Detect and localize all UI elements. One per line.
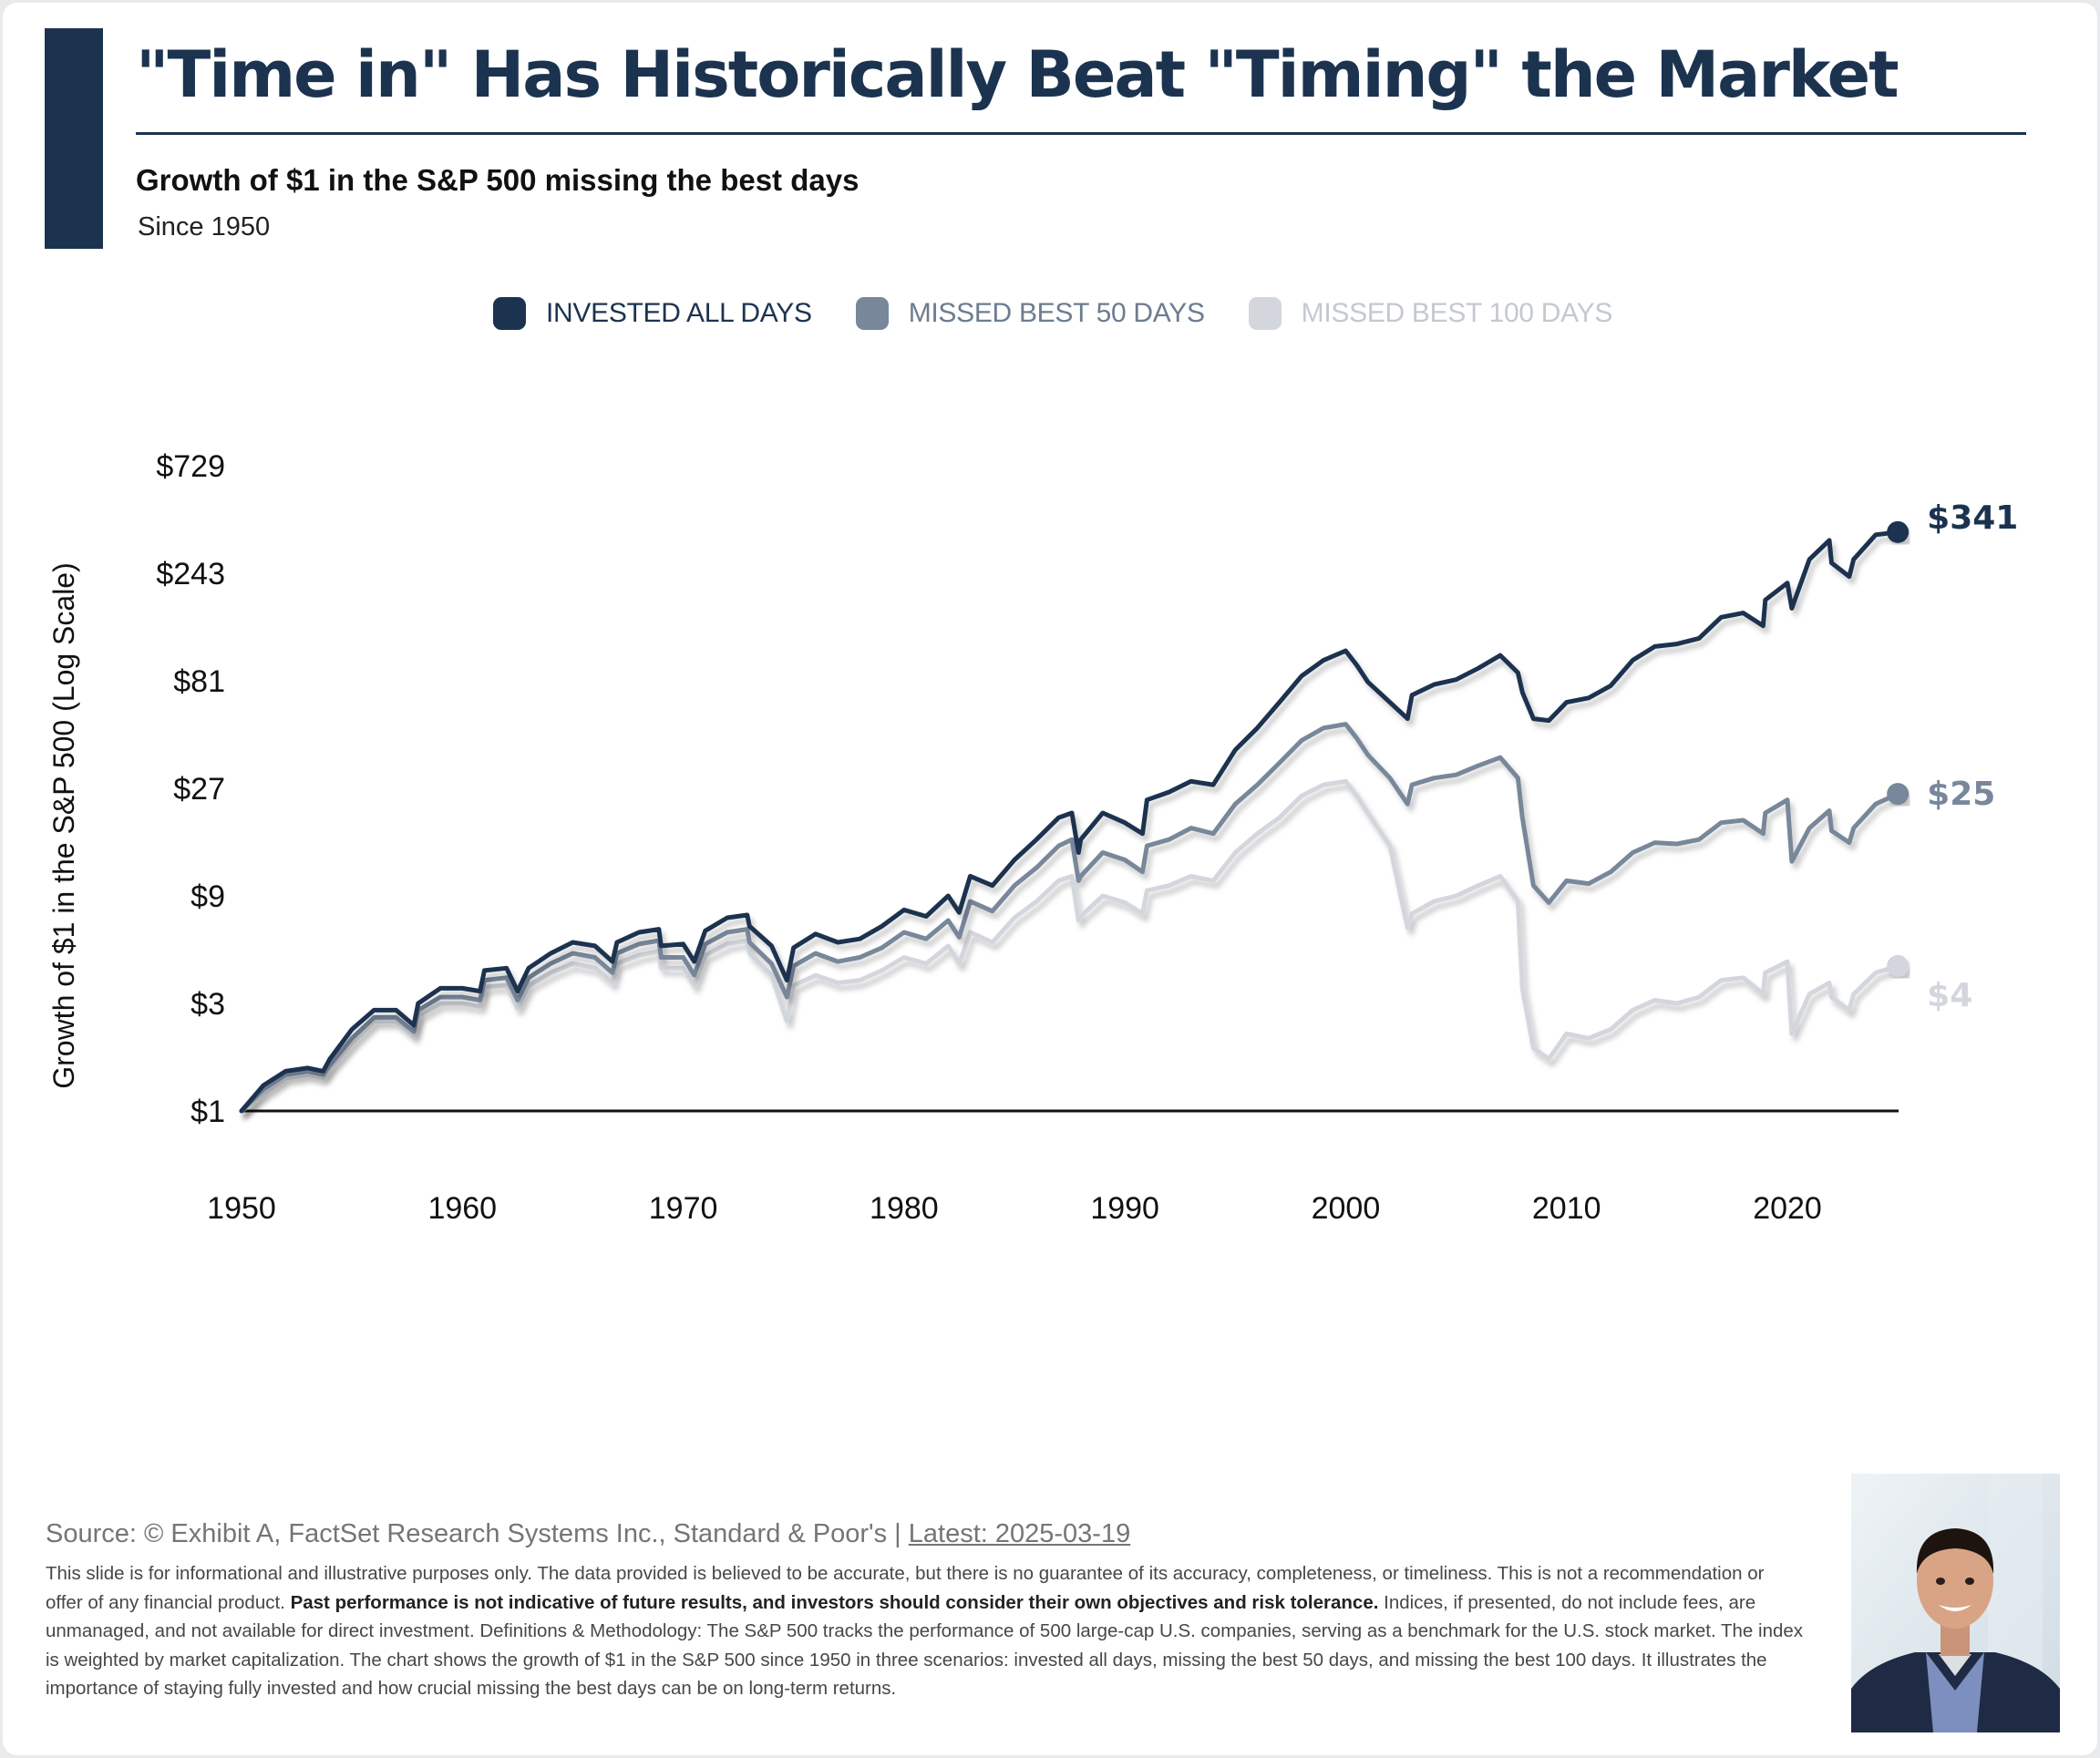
legend-label: MISSED BEST 100 DAYS (1301, 298, 1613, 328)
series-end-label: $341 (1927, 499, 2018, 537)
x-tick-label: 2010 (1532, 1191, 1601, 1226)
source-text: Source: © Exhibit A, FactSet Research Sy… (46, 1519, 901, 1548)
since-label: Since 1950 (138, 212, 271, 242)
growth-line-chart: Growth of $1 in the S&P 500 (Log Scale) … (47, 449, 2018, 1226)
y-tick-label: $27 (173, 772, 225, 807)
title-divider (136, 132, 2026, 135)
x-tick-label: 2000 (1312, 1191, 1381, 1226)
series-line (239, 778, 1900, 1114)
y-tick-label: $9 (190, 879, 225, 914)
x-tick-label: 1970 (649, 1191, 718, 1226)
legend-label: MISSED BEST 50 DAYS (908, 298, 1205, 328)
chart-legend: INVESTED ALL DAYS MISSED BEST 50 DAYS MISS… (493, 293, 1656, 334)
source-line: Source: © Exhibit A, FactSet Research Sy… (46, 1519, 1130, 1549)
accent-bar (45, 28, 103, 249)
series-line (239, 722, 1900, 1114)
legend-label: INVESTED ALL DAYS (546, 298, 812, 328)
series-end-marker (1887, 783, 1910, 806)
legend-item: INVESTED ALL DAYS (493, 297, 812, 330)
y-tick-label: $1 (190, 1095, 225, 1129)
disclaimer-text-1: This slide is for informational and illu… (46, 1563, 1765, 1613)
series-end-marker (1887, 520, 1910, 543)
disclaimer-bold: Past performance is not indicative of fu… (290, 1591, 1379, 1613)
x-tick-label: 2020 (1753, 1191, 1822, 1226)
x-axis: 1950 1960 1970 1980 1990 2000 2010 2020 (207, 1191, 1822, 1226)
x-tick-label: 1980 (870, 1191, 939, 1226)
series-line (239, 529, 1900, 1114)
series-layer: $4 $25 $341 (239, 499, 2018, 1114)
latest-date-link[interactable]: Latest: 2025-03-19 (908, 1519, 1131, 1548)
y-axis: $1 $3 $9 $27 $81 $243 $729 (156, 449, 225, 1129)
series-end-marker (1887, 954, 1910, 977)
y-tick-label: $729 (156, 449, 225, 484)
x-tick-label: 1960 (427, 1191, 497, 1226)
advisor-portrait-icon (1851, 1474, 2060, 1732)
y-tick-label: $243 (156, 557, 225, 591)
x-tick-label: 1950 (207, 1191, 276, 1226)
x-tick-label: 1990 (1090, 1191, 1159, 1226)
y-tick-label: $3 (190, 987, 225, 1022)
series-end-label: $25 (1927, 776, 1995, 813)
chart-subtitle: Growth of $1 in the S&P 500 missing the … (136, 163, 860, 197)
series-end-label: $4 (1927, 977, 1972, 1014)
page-title: "Time in" Has Historically Beat "Timing"… (136, 37, 1899, 112)
disclaimer: This slide is for informational and illu… (46, 1559, 1805, 1703)
legend-item: MISSED BEST 50 DAYS (855, 297, 1205, 330)
y-axis-title: Growth of $1 in the S&P 500 (Log Scale) (47, 562, 80, 1089)
legend-swatch (855, 297, 889, 330)
y-tick-label: $81 (173, 664, 225, 699)
advisor-photo (1851, 1474, 2060, 1732)
legend-swatch (493, 297, 526, 330)
disclaimer-text-2: Indices, if presented, do not include fe… (46, 1591, 1804, 1700)
legend-swatch (1248, 297, 1282, 330)
slide: "Time in" Has Historically Beat "Timing"… (3, 3, 2097, 1755)
legend-item: MISSED BEST 100 DAYS (1248, 297, 1613, 330)
